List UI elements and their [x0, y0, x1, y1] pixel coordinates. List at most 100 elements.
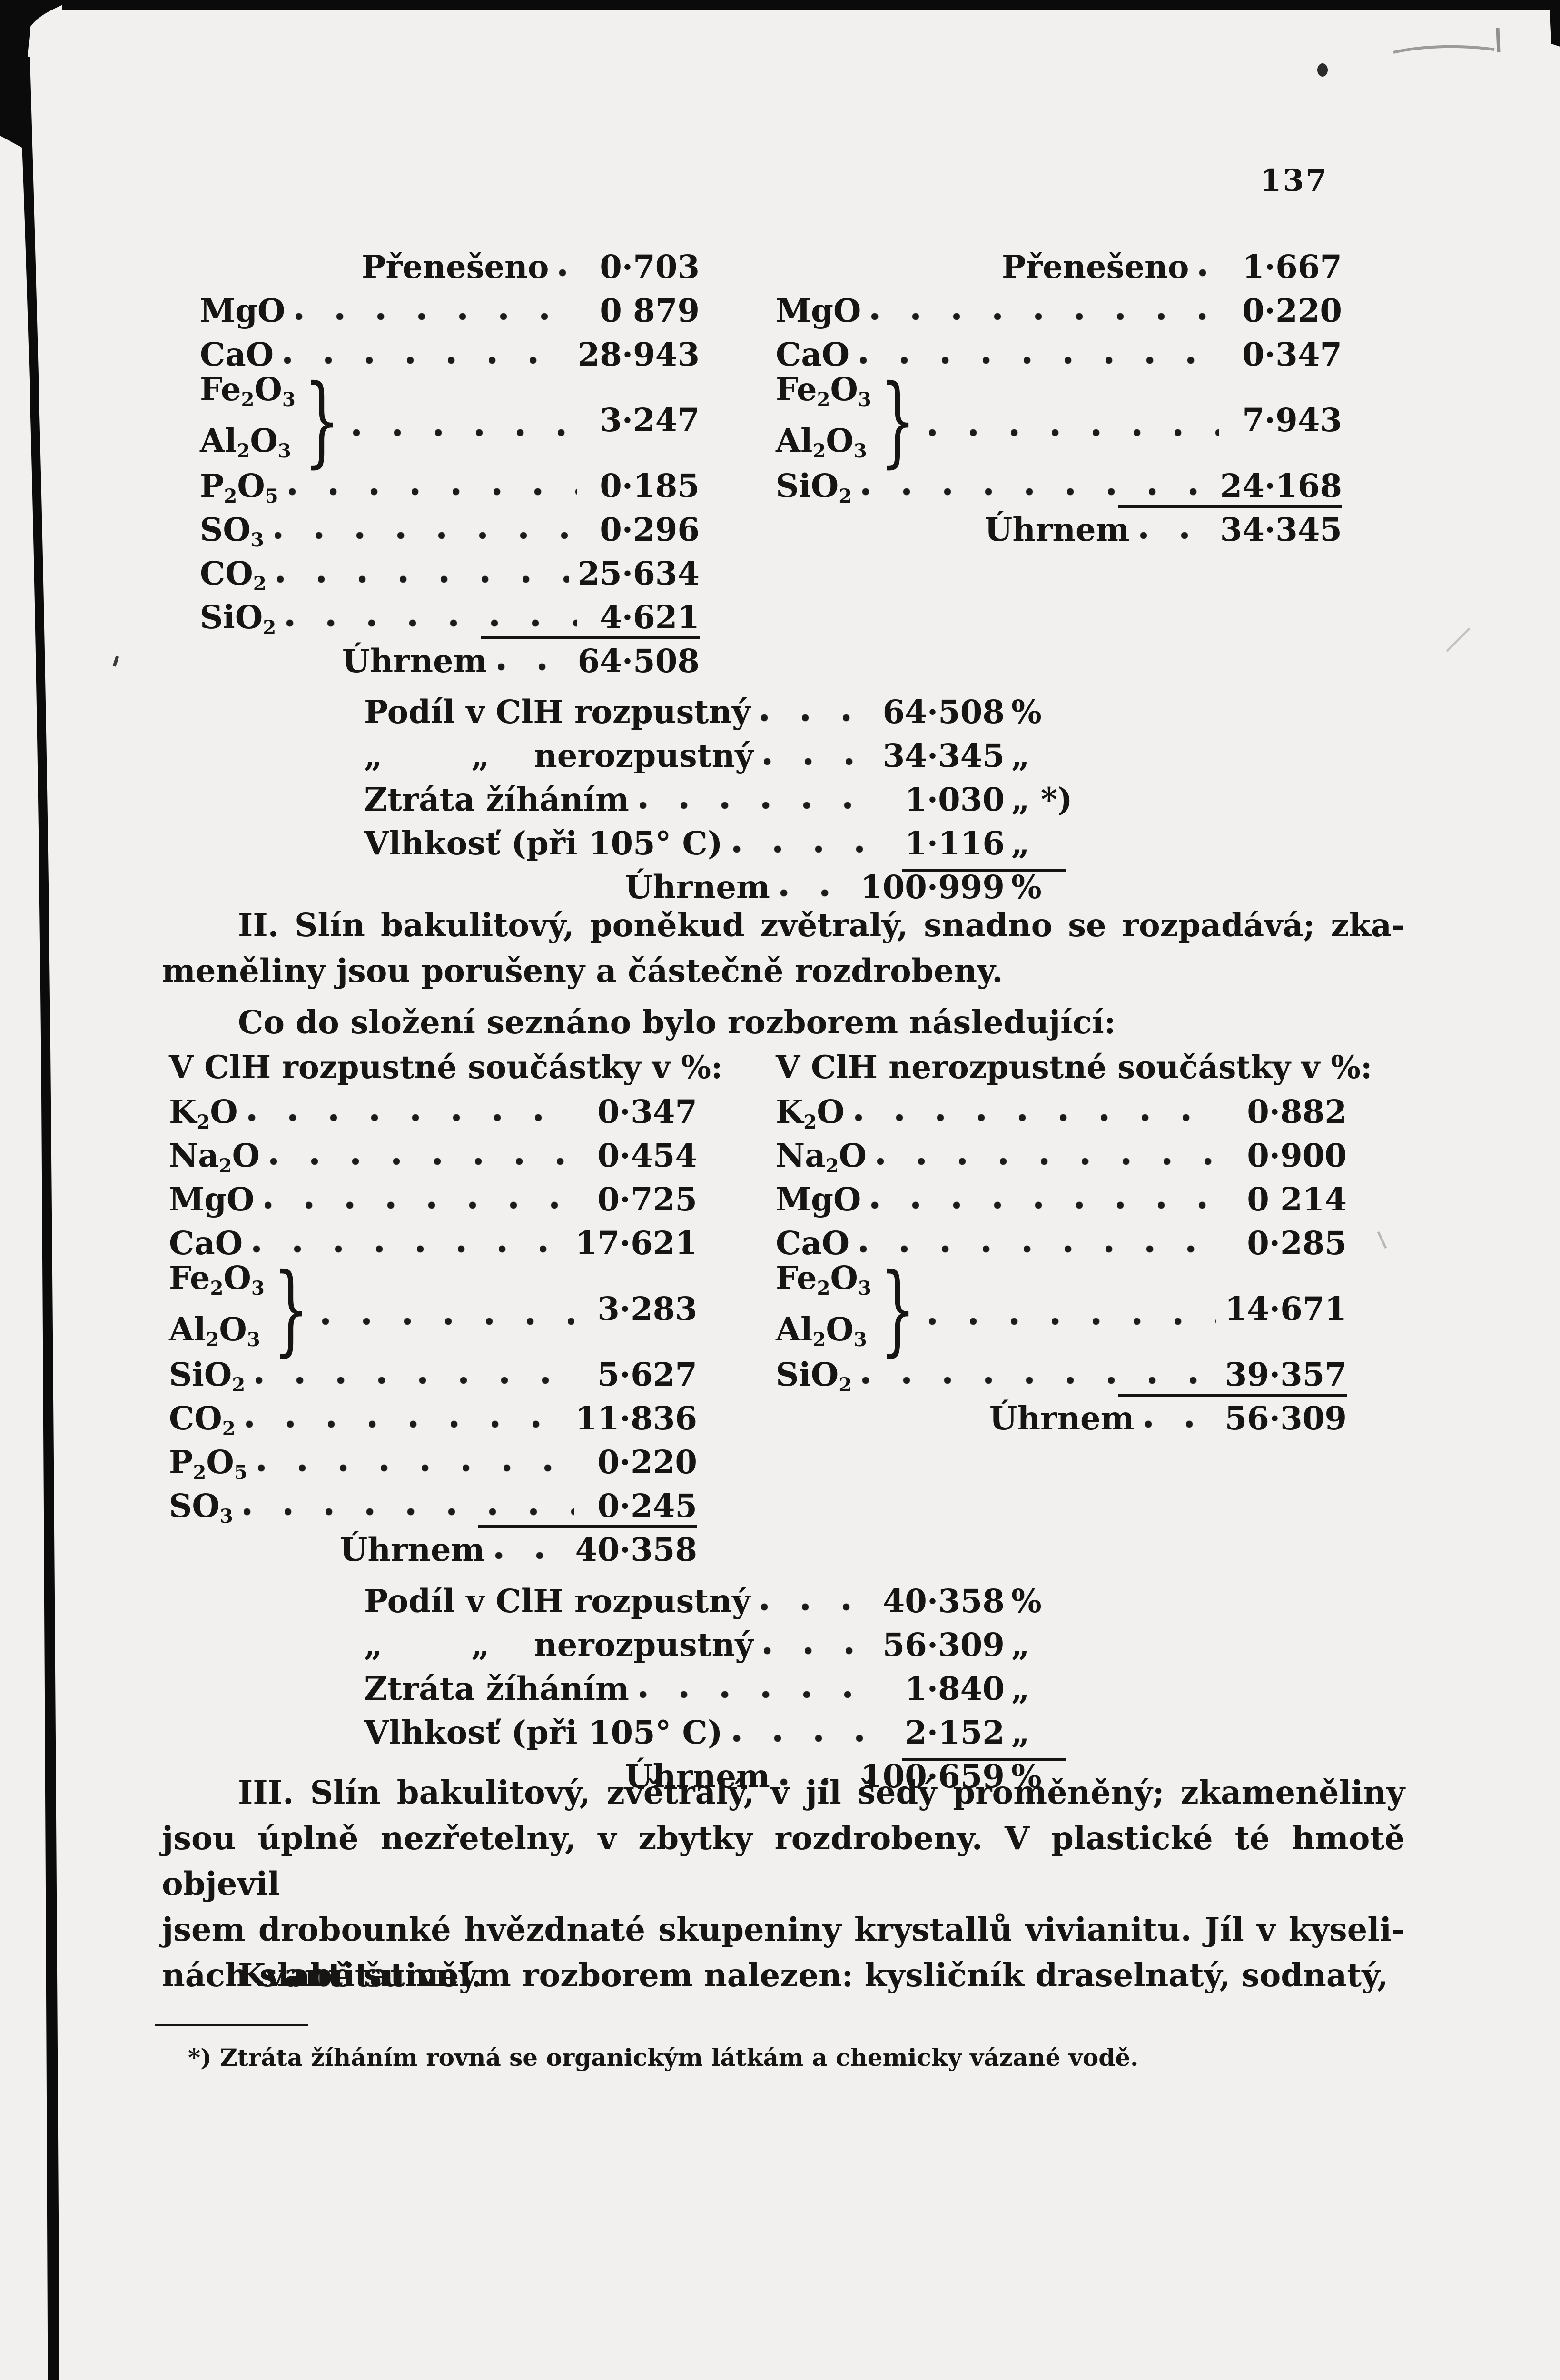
chem-label-pair: Fe2O3 Al2O3 — [169, 1258, 265, 1360]
summary-unit: „ — [1011, 1670, 1030, 1707]
dot-leader — [764, 734, 874, 778]
chem-label: MgO — [776, 292, 861, 329]
sum-rule — [1118, 505, 1342, 508]
chem-label-pair: Fe2O3 Al2O3 — [776, 1258, 871, 1360]
table-row: CaO 28·943 — [200, 333, 700, 377]
table2-right-header: V ClH nerozpustné součástky v %: — [776, 1049, 1372, 1086]
dot-leader — [296, 289, 577, 333]
chem-label: P2O5 — [169, 1443, 247, 1484]
total-value: 56·309 — [1224, 1399, 1347, 1437]
total-label: Úhrnem — [342, 642, 487, 680]
dot-leader — [928, 377, 1219, 464]
table-row: SiO2 4·621 — [200, 595, 700, 639]
total-label: Úhrnem — [625, 868, 770, 906]
value-cell: 0·725 — [597, 1180, 697, 1218]
total-value: 100·999 — [860, 868, 1005, 906]
table-row: Na2O 0·900 — [776, 1134, 1347, 1178]
summary-label: Vlhkosť (při 105° C) — [364, 1714, 723, 1751]
value-cell: 3·283 — [597, 1290, 697, 1328]
dot-leader — [497, 639, 569, 683]
brace-glyph: } — [273, 1251, 309, 1367]
chem-label: MgO — [169, 1180, 255, 1218]
summary-label: „ „ nerozpustný — [364, 1626, 754, 1664]
paragraph-line: jsem drobounké hvězdnaté skupeniny kryst… — [162, 1911, 1405, 1948]
table2-left-header: V ClH rozpustné součástky v %: — [169, 1049, 723, 1086]
summary-row: Podíl v ClH rozpustný 64·508 % — [364, 690, 1092, 734]
dot-leader — [733, 822, 877, 865]
table-row: SiO2 39·357 — [776, 1353, 1347, 1397]
summary-label: Ztráta žíháním — [364, 781, 629, 818]
sum-rule — [902, 1758, 1066, 1761]
table-total-row: Úhrnem 64·508 — [200, 639, 700, 683]
value-cell: 11·836 — [575, 1399, 697, 1437]
table-row: Přenešeno 1·667 — [776, 245, 1342, 289]
total-label: Úhrnem — [989, 1399, 1135, 1437]
summary-label: „ „ nerozpustný — [364, 737, 754, 774]
dot-leader — [862, 1353, 1216, 1397]
dot-leader — [1199, 245, 1219, 289]
dot-leader — [760, 690, 874, 734]
table-row: CO2 25·634 — [200, 552, 700, 595]
table-row: CaO 0·285 — [776, 1221, 1347, 1265]
value-cell: 7·943 — [1242, 401, 1342, 439]
chem-label: Al2O3 — [776, 1310, 867, 1351]
table-row: P2O5 0·185 — [200, 464, 700, 508]
chem-label: CaO — [200, 336, 274, 373]
paragraph-3: III. Slín bakulitový, zvětralý, v jíl še… — [162, 1770, 1405, 1998]
dot-leader — [764, 1623, 874, 1667]
ink-spot — [1317, 63, 1328, 77]
chem-label: CaO — [776, 1224, 850, 1262]
sum-rule — [902, 869, 1066, 872]
table-row: SiO2 24·168 — [776, 464, 1342, 508]
chem-label: K2O — [776, 1093, 845, 1134]
summary-total-row: Úhrnem 100·999 % — [364, 865, 1092, 909]
value-cell: 28·943 — [577, 336, 700, 373]
value-cell: 0·245 — [597, 1487, 697, 1525]
value-cell: 0·454 — [597, 1137, 697, 1174]
chem-label: K2O — [169, 1093, 238, 1134]
summary-block-1: Podíl v ClH rozpustný 64·508 % „ „ neroz… — [364, 690, 1092, 909]
total-value: 100·659 — [860, 1757, 1005, 1795]
chem-label: Al2O3 — [169, 1310, 260, 1351]
table1-left-column: Přenešeno 0·703 MgO 0 879 CaO 28·943 Fe2… — [200, 245, 700, 683]
chem-label-pair: Fe2O3 Al2O3 — [776, 369, 871, 472]
summary-label: Ztráta žíháním — [364, 1670, 629, 1707]
summary-value: 64·508 — [882, 693, 1005, 731]
table-row-combined: Fe2O3 Al2O3 } 14·671 — [776, 1251, 1347, 1367]
table-row: K2O 0·882 — [776, 1090, 1347, 1134]
summary-label: Podíl v ClH rozpustný — [364, 1582, 750, 1620]
table-row: SiO2 5·627 — [169, 1353, 697, 1397]
faint-mark — [1377, 1231, 1387, 1249]
chem-label: CaO — [169, 1224, 243, 1262]
summary-row: Ztráta žíháním 1·840 „ — [364, 1667, 1092, 1711]
summary-row: Vlhkosť (při 105° C) 2·152 „ — [364, 1711, 1092, 1755]
summary-unit: % — [1011, 1582, 1042, 1620]
table-total-row: Úhrnem 56·309 — [776, 1397, 1347, 1440]
value-cell: 3·247 — [600, 401, 700, 439]
summary-block-2: Podíl v ClH rozpustný 40·358 % „ „ neroz… — [364, 1579, 1092, 1798]
dot-leader — [276, 552, 569, 595]
summary-unit: „ — [1011, 824, 1030, 862]
chem-label: CaO — [776, 336, 850, 373]
table-row: SO3 0·245 — [169, 1484, 697, 1528]
pencil-mark — [1393, 45, 1495, 54]
dot-leader — [855, 1090, 1224, 1134]
dot-leader — [288, 464, 577, 508]
paragraph-line: Co do složení seznáno bylo rozborem násl… — [238, 1003, 1116, 1041]
scan-top-edge — [62, 0, 1560, 10]
dot-leader — [860, 1221, 1224, 1265]
pencil-tick — [1496, 27, 1501, 53]
total-unit: % — [1011, 868, 1042, 906]
summary-value: 1·840 — [905, 1670, 1005, 1707]
dot-leader — [353, 377, 577, 464]
paragraph-line: Kvantitativným rozborem nalezen: kysličn… — [238, 1956, 1389, 1994]
summary-unit: „ — [1011, 1714, 1030, 1751]
summary-value: 1·116 — [905, 824, 1005, 862]
dot-leader — [928, 1265, 1216, 1353]
value-cell: 0·220 — [1242, 292, 1342, 329]
total-label: Úhrnem — [339, 1531, 485, 1568]
brace-glyph: } — [879, 1251, 916, 1367]
summary-value: 2·152 — [905, 1714, 1005, 1751]
dot-leader — [284, 333, 569, 377]
ink-speck — [112, 655, 119, 667]
